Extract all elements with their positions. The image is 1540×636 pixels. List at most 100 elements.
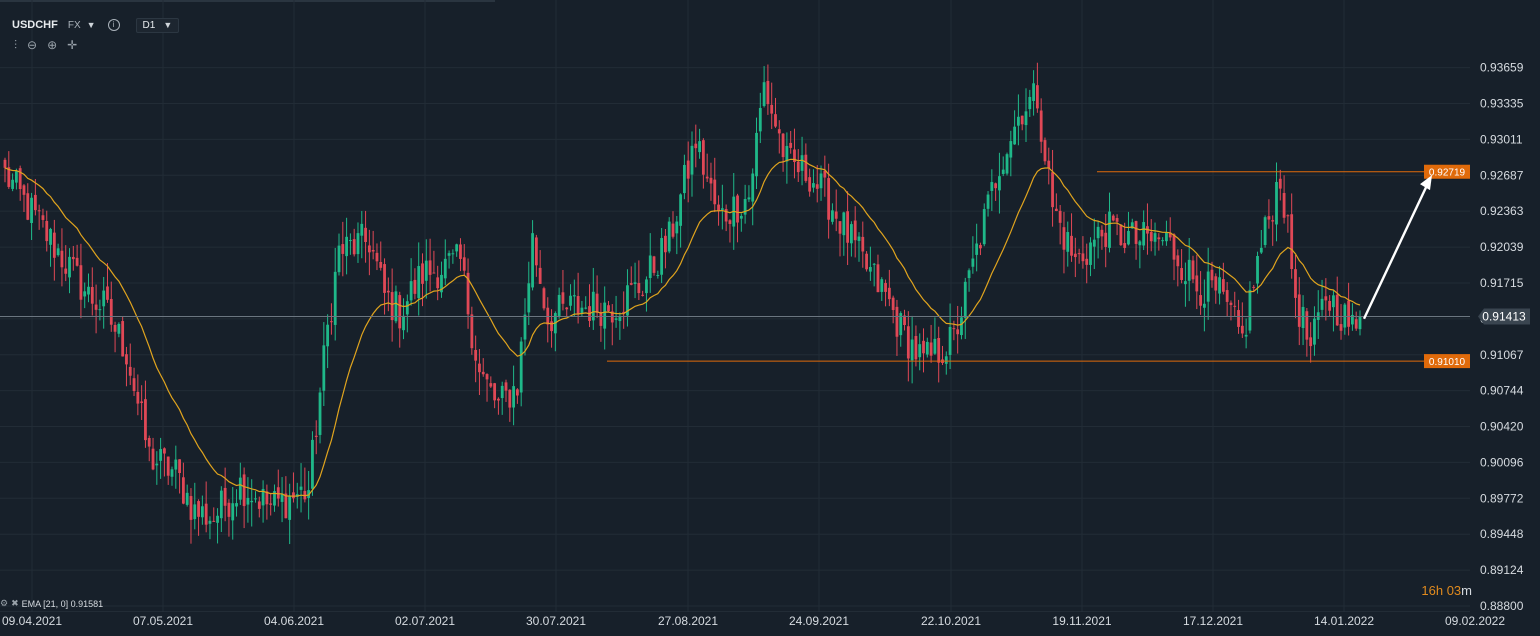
- candle: [424, 239, 428, 299]
- candle: [1297, 277, 1301, 346]
- candle: [1089, 237, 1092, 277]
- candle: [41, 208, 45, 228]
- candle: [276, 469, 280, 507]
- candle: [948, 303, 952, 370]
- date-tick-label: 07.05.2021: [133, 614, 193, 628]
- candle: [113, 321, 117, 353]
- countdown-minutes: 03: [1446, 583, 1462, 598]
- remove-icon[interactable]: ✖: [11, 598, 19, 608]
- date-tick-label: 02.07.2021: [395, 614, 455, 628]
- candle: [1020, 115, 1024, 131]
- settings-icon[interactable]: ⚙: [0, 598, 9, 608]
- candle: [151, 437, 155, 471]
- symbol-name[interactable]: USDCHF: [12, 19, 58, 31]
- time-axis[interactable]: 09.04.2021 07.05.2021 04.06.2021 02.07.2021…: [0, 612, 1505, 636]
- price-axis[interactable]: 0.93659 0.93335 0.93011 0.92687 0.92363 0.920…: [1470, 0, 1540, 636]
- candle: [466, 258, 470, 329]
- candle: [785, 132, 789, 184]
- candle: [102, 276, 106, 329]
- candle: [880, 277, 884, 302]
- info-icon[interactable]: i: [107, 19, 120, 31]
- candle: [800, 136, 804, 186]
- candle: [823, 155, 827, 197]
- ema-line: [4, 158, 1361, 497]
- countdown-unit: m: [1461, 583, 1472, 598]
- candle: [330, 303, 333, 335]
- candle: [508, 389, 512, 422]
- candle: [333, 247, 337, 341]
- candle: [1339, 304, 1343, 340]
- candle: [831, 203, 834, 225]
- candle: [777, 120, 781, 154]
- candle: [614, 295, 618, 328]
- candle: [937, 326, 941, 383]
- candle: [1165, 220, 1168, 246]
- timeframe-selector[interactable]: D1 ▼: [135, 17, 180, 33]
- candle: [944, 351, 948, 375]
- candle: [1301, 295, 1305, 346]
- zoom-in-icon[interactable]: ⊕: [47, 38, 58, 52]
- candle: [1051, 149, 1054, 227]
- candle: [872, 262, 876, 287]
- candle: [227, 499, 231, 537]
- candle: [895, 299, 899, 356]
- candle: [371, 230, 375, 260]
- candle: [470, 306, 474, 355]
- candle: [1313, 306, 1316, 356]
- candle: [455, 243, 459, 257]
- candle: [1290, 193, 1294, 279]
- candle: [1149, 219, 1153, 252]
- candle: [990, 169, 994, 211]
- chart-tools: ⫶ ⊖ ⊕ ✛: [14, 38, 77, 53]
- candle: [1180, 249, 1184, 284]
- chart-type-icon[interactable]: ⫶: [14, 38, 18, 52]
- candle: [1214, 273, 1218, 304]
- candle: [720, 184, 724, 230]
- candle: [478, 349, 481, 396]
- candle: [914, 325, 918, 367]
- candle: [170, 466, 174, 486]
- candle: [910, 315, 914, 384]
- candle: [857, 232, 861, 262]
- candle: [698, 128, 701, 159]
- candle: [694, 124, 698, 168]
- candle: [117, 322, 121, 338]
- candle: [71, 245, 75, 271]
- price-tick-label: 0.90096: [1480, 455, 1524, 469]
- candle: [257, 496, 261, 518]
- forecast-arrow-head: [1420, 175, 1432, 191]
- candle: [216, 508, 219, 544]
- candle: [1108, 192, 1111, 253]
- zoom-out-icon[interactable]: ⊖: [27, 38, 38, 52]
- candle: [1058, 205, 1062, 245]
- candle: [83, 282, 87, 309]
- candle: [519, 337, 523, 407]
- candle: [1123, 222, 1127, 254]
- candle: [557, 287, 561, 319]
- candle: [443, 239, 447, 286]
- candle: [515, 388, 519, 404]
- candle: [766, 64, 770, 115]
- candle: [690, 131, 694, 197]
- candle: [394, 285, 398, 324]
- candle: [367, 229, 371, 276]
- candle: [762, 66, 766, 108]
- caret-down-icon[interactable]: ▼: [86, 20, 96, 30]
- candle: [523, 298, 527, 356]
- candle: [664, 228, 667, 269]
- crosshair-icon[interactable]: ✛: [67, 38, 78, 52]
- candle: [356, 222, 360, 263]
- candle: [610, 304, 614, 346]
- candle: [64, 245, 68, 282]
- candle: [1047, 147, 1051, 185]
- candle: [736, 193, 739, 243]
- candle: [986, 191, 990, 217]
- candle: [18, 165, 22, 201]
- candle: [781, 133, 785, 172]
- candle: [865, 251, 868, 272]
- price-tick-label: 0.93335: [1480, 96, 1524, 110]
- candle: [292, 472, 295, 503]
- candle: [238, 462, 242, 505]
- candle: [906, 311, 910, 382]
